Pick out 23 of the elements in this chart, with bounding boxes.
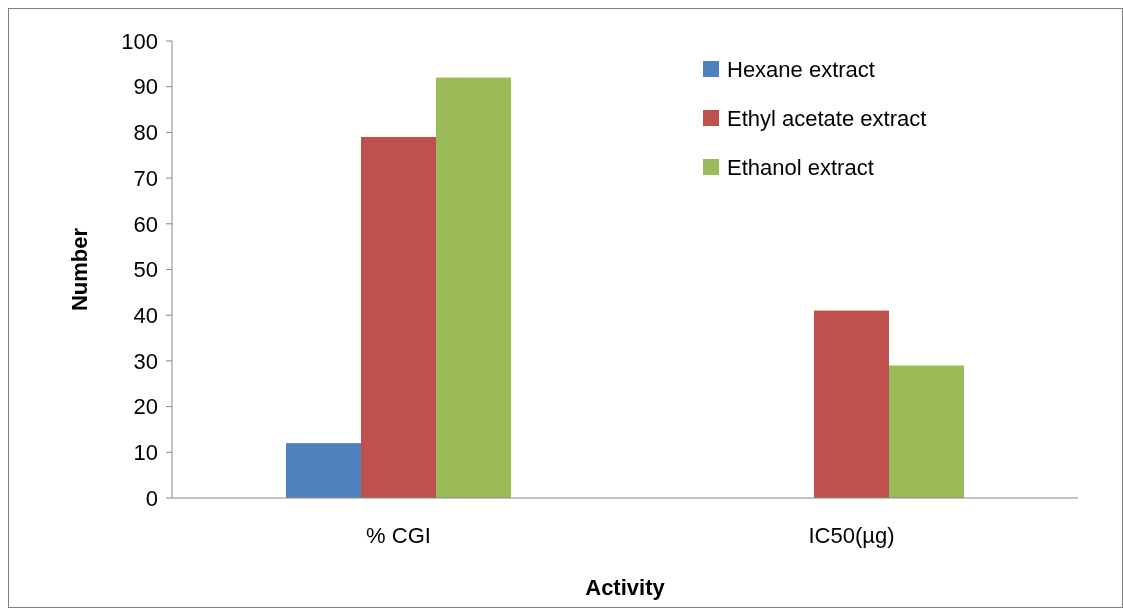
y-tick-label: 80: [133, 120, 158, 146]
legend-label: Ethanol extract: [727, 154, 874, 180]
x-tick-label: % CGI: [366, 523, 431, 548]
bar: [436, 77, 511, 498]
bar: [286, 443, 361, 498]
legend-label: Hexane extract: [727, 56, 875, 82]
bar: [361, 136, 436, 498]
y-tick-label: 20: [133, 394, 158, 420]
y-tick-label: 100: [121, 28, 158, 54]
y-tick-label: 30: [133, 348, 158, 374]
bar: [814, 310, 889, 498]
y-tick-label: 50: [133, 257, 158, 283]
y-tick-label: 0: [145, 485, 158, 511]
x-tick-label: IC50(µg): [808, 523, 895, 548]
y-tick-label: 10: [133, 440, 158, 465]
y-tick-label: 90: [133, 74, 158, 100]
y-tick-label: 40: [133, 302, 158, 328]
legend-label: Ethyl acetate extract: [727, 105, 927, 131]
y-tick-label: 70: [133, 165, 158, 191]
y-tick-label: 60: [133, 211, 158, 237]
x-axis-title: Activity: [585, 575, 666, 600]
bar: [889, 365, 964, 498]
y-axis-title: Number: [67, 227, 92, 312]
